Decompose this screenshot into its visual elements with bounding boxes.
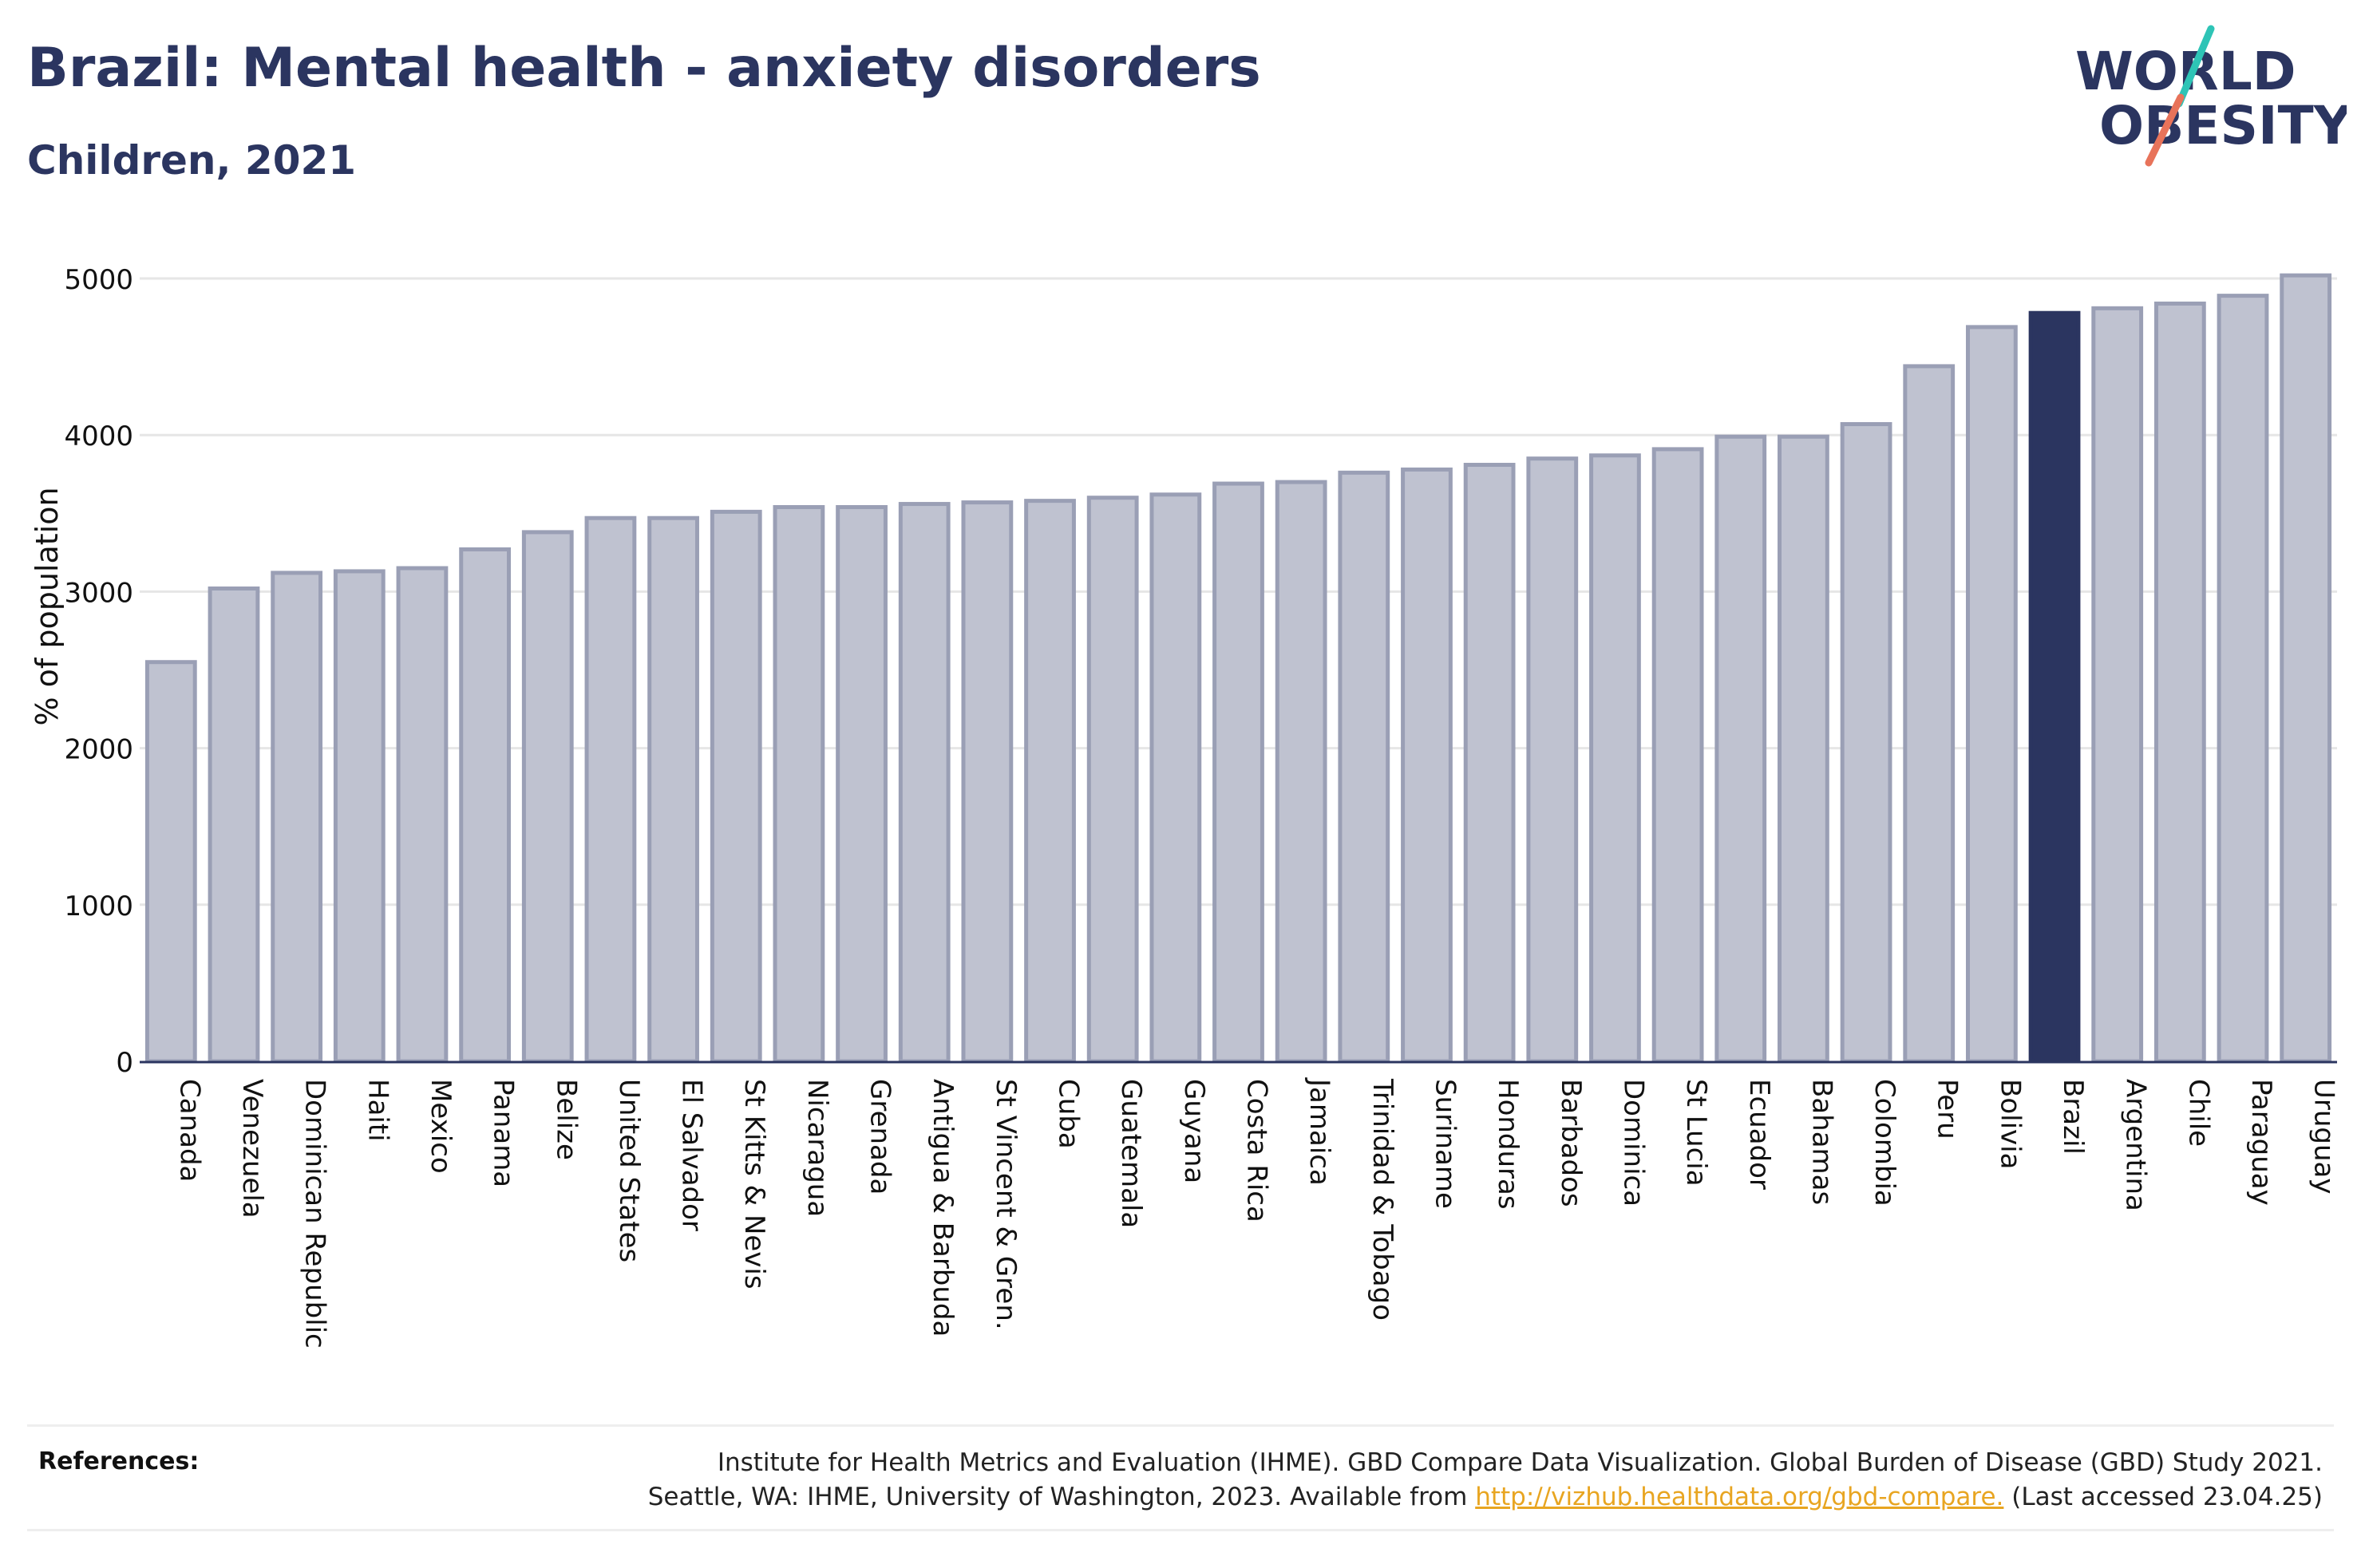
bar-barbados xyxy=(1526,456,1579,1064)
bar-st-lucia xyxy=(1651,447,1704,1064)
references-label: References: xyxy=(38,1448,200,1475)
bars xyxy=(144,273,2332,1064)
x-tick-label: St Vincent & Gren. xyxy=(990,1079,1022,1330)
bar-brazil xyxy=(2028,310,2081,1064)
x-tick-label: Dominica xyxy=(1617,1079,1649,1207)
bar-belize xyxy=(521,530,574,1064)
x-tick-label: Dominican Republic xyxy=(299,1079,331,1349)
bar-st-kitts-nevis xyxy=(710,509,762,1064)
chart-subtitle: Children, 2021 xyxy=(27,137,357,184)
x-tick-label: Guyana xyxy=(1178,1079,1210,1183)
bar-venezuela xyxy=(208,587,260,1064)
bar-canada xyxy=(144,660,197,1064)
bar-mexico xyxy=(396,566,449,1064)
x-tick-label: Canada xyxy=(173,1079,205,1182)
bar-dominica xyxy=(1589,453,1641,1064)
x-tick-label: Peru xyxy=(1932,1079,1964,1139)
bar-jamaica xyxy=(1275,480,1327,1064)
x-tick-label: Venezuela xyxy=(236,1079,268,1218)
bar-costa-rica xyxy=(1212,481,1264,1064)
world-obesity-logo: WORLD OBESITY xyxy=(2075,25,2347,167)
x-tick-label: St Kitts & Nevis xyxy=(738,1079,770,1290)
bar-haiti xyxy=(333,569,386,1064)
x-tick-label: Honduras xyxy=(1492,1079,1524,1210)
bar-cuba xyxy=(1024,499,1076,1064)
x-tick-label: Jamaica xyxy=(1303,1077,1335,1186)
y-axis-label: % of population xyxy=(30,487,65,725)
x-tick-label: Cuba xyxy=(1053,1079,1085,1149)
bar-antigua-barbuda xyxy=(898,502,951,1064)
bar-honduras xyxy=(1463,463,1516,1064)
bar-chart: 0 1000 2000 3000 4000 5000 Canada Venezuela Domi… xyxy=(30,264,2340,1349)
logo-slash-coral xyxy=(2145,93,2185,167)
x-tick-label: Bahamas xyxy=(1805,1079,1837,1205)
axes: 0 1000 2000 3000 4000 5000 Canada Venezuela Domi… xyxy=(64,264,2339,1349)
x-tick-label: Costa Rica xyxy=(1241,1079,1273,1222)
y-tick-label: 4000 xyxy=(64,421,133,452)
x-tick-label: Guatemala xyxy=(1115,1079,1147,1228)
x-tick-label: Nicaragua xyxy=(801,1079,833,1217)
logo-line2: OBESITY xyxy=(2099,95,2347,156)
bar-trinidad-tobago xyxy=(1338,470,1390,1064)
references-text: Institute for Health Metrics and Evaluat… xyxy=(648,1446,2323,1515)
x-tick-label: Argentina xyxy=(2120,1079,2152,1211)
x-tick-label: Bolivia xyxy=(1994,1079,2026,1169)
x-tick-label: Uruguay xyxy=(2308,1079,2340,1195)
x-tick-label: Suriname xyxy=(1429,1079,1461,1209)
bar-st-vincent-gren- xyxy=(961,500,1014,1064)
bar-panama xyxy=(459,547,512,1064)
y-tick-label: 2000 xyxy=(64,734,133,766)
x-tick-label: Colombia xyxy=(1869,1079,1900,1207)
bar-grenada xyxy=(836,504,888,1064)
bar-paraguay xyxy=(2217,294,2269,1064)
reference-line-2-prefix: Seattle, WA: IHME, University of Washing… xyxy=(647,1483,1476,1511)
bar-bahamas xyxy=(1778,434,1829,1064)
bar-chile xyxy=(2153,301,2206,1064)
references-panel: References: Institute for Health Metrics… xyxy=(27,1424,2334,1531)
reference-line-1: Institute for Health Metrics and Evaluat… xyxy=(717,1448,2323,1477)
y-tick-label: 1000 xyxy=(64,891,133,922)
x-tick-label: Mexico xyxy=(425,1079,457,1174)
bar-suriname xyxy=(1401,467,1453,1064)
bar-guyana xyxy=(1149,492,1202,1064)
x-tick-label: Chile xyxy=(2182,1079,2214,1147)
reference-line-2-suffix: (Last accessed 23.04.25) xyxy=(2003,1483,2323,1511)
bar-ecuador xyxy=(1714,434,1767,1064)
y-tick-label: 5000 xyxy=(64,264,133,296)
reference-link[interactable]: http://vizhub.healthdata.org/gbd-compare… xyxy=(1475,1483,2004,1511)
bar-el-salvador xyxy=(647,515,699,1064)
bar-bolivia xyxy=(1965,325,2018,1064)
x-tick-label: Haiti xyxy=(362,1079,394,1142)
bar-argentina xyxy=(2091,306,2144,1064)
y-tick-label: 0 xyxy=(116,1047,133,1079)
bar-guatemala xyxy=(1086,496,1139,1064)
x-tick-label: United States xyxy=(613,1079,645,1262)
chart-title: Brazil: Mental health - anxiety disorder… xyxy=(27,37,1261,100)
x-tick-label: St Lucia xyxy=(1680,1079,1712,1187)
bar-nicaragua xyxy=(773,504,825,1064)
bar-dominican-republic xyxy=(271,571,323,1064)
reference-line-2: Seattle, WA: IHME, University of Washing… xyxy=(648,1480,2323,1515)
y-tick-label: 3000 xyxy=(64,577,133,609)
x-tick-label: Paraguay xyxy=(2245,1079,2277,1206)
x-tick-label: El Salvador xyxy=(676,1079,708,1231)
logo-slash-teal xyxy=(2175,25,2215,108)
x-tick-label: Trinidad & Tobago xyxy=(1366,1078,1398,1321)
bar-colombia xyxy=(1840,422,1892,1064)
x-tick-label: Antigua & Barbuda xyxy=(927,1079,959,1337)
bar-uruguay xyxy=(2280,273,2332,1064)
x-tick-label: Barbados xyxy=(1555,1079,1587,1207)
x-tick-label: Panama xyxy=(488,1079,520,1187)
x-tick-label: Ecuador xyxy=(1743,1079,1775,1190)
x-tick-label: Belize xyxy=(550,1079,582,1160)
x-tick-label: Brazil xyxy=(2057,1079,2089,1155)
bar-united-states xyxy=(584,515,637,1064)
bar-peru xyxy=(1903,364,1956,1064)
x-tick-label: Grenada xyxy=(864,1079,896,1195)
